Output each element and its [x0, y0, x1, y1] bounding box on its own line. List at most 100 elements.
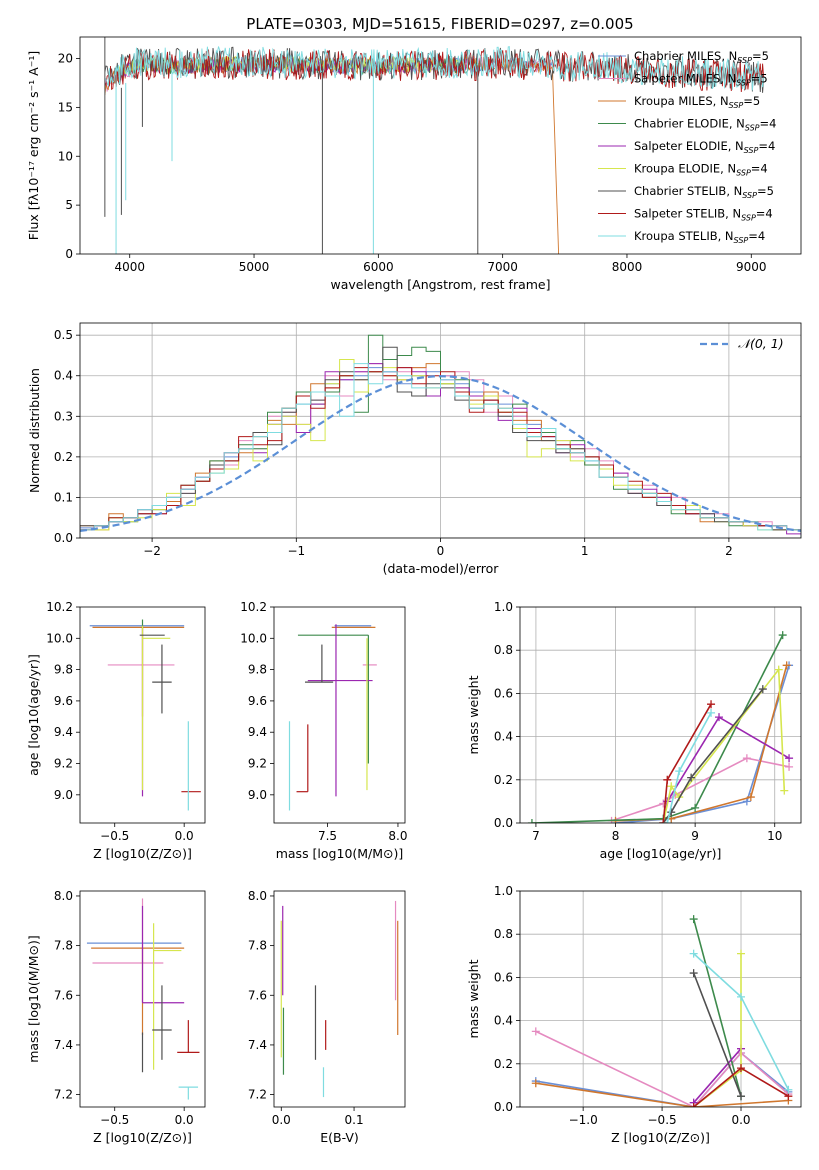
- y-tick-label: 0.1: [54, 490, 73, 504]
- figure-title: PLATE=0303, MJD=51615, FIBERID=0297, z=0…: [246, 15, 633, 33]
- x-tick-label: 6000: [363, 260, 394, 274]
- weight-marker: [689, 969, 698, 978]
- mass-vs-EBV-x-axis-label: E(B-V): [320, 1130, 359, 1145]
- y-tick-label: 0.8: [494, 927, 513, 941]
- y-tick-label: 7.8: [248, 939, 267, 953]
- weight-line: [662, 703, 712, 823]
- y-tick-label: 0.0: [494, 816, 513, 830]
- x-tick-label: 2: [725, 544, 733, 558]
- spectrum-line: [104, 46, 765, 91]
- y-tick-label: 7.4: [54, 1038, 73, 1052]
- x-tick-label: 1: [581, 544, 589, 558]
- weight-marker: [737, 949, 746, 958]
- y-tick-label: 0.6: [494, 970, 513, 984]
- x-tick-label: 9000: [736, 260, 767, 274]
- y-tick-label: 5: [65, 198, 73, 212]
- y-tick-label: 9.6: [248, 694, 267, 708]
- weight-line: [662, 667, 786, 823]
- y-tick-label: 9.6: [54, 694, 73, 708]
- weight-marker: [691, 803, 700, 812]
- weight-vs-age-y-axis-label: mass weight: [466, 675, 481, 754]
- age-vs-Z-y-axis-label: age [log10(age/yr)]: [26, 654, 41, 776]
- weight-marker: [742, 754, 751, 763]
- y-tick-label: 7.6: [54, 988, 73, 1002]
- weight-marker: [707, 700, 716, 709]
- age-vs-mass-frame: [273, 606, 406, 824]
- x-tick-label: 5000: [239, 260, 270, 274]
- weight-marker: [663, 775, 672, 784]
- y-tick-label: 0.2: [54, 450, 73, 464]
- weight-marker: [737, 992, 746, 1001]
- weight-marker: [689, 915, 698, 924]
- weight-vs-Z-panel: −1.0 −0.5 0.0 0.0 0.2 0.4 0.6 0.8 1.0 Z [log10(Z/…: [466, 884, 802, 1145]
- mass-vs-Z-y-axis-label: mass [log10(M/M⊙)]: [26, 935, 41, 1063]
- age-vs-Z-x-axis-label: Z [log10(Z/Z⊙)]: [93, 846, 192, 861]
- x-tick-label: −2: [143, 544, 161, 558]
- y-tick-label: 10: [58, 149, 73, 163]
- y-tick-label: 9.2: [248, 757, 267, 771]
- x-tick-label: 4000: [114, 260, 145, 274]
- legend-entry: Salpeter STELIB, NSSP=4: [634, 207, 773, 223]
- weight-marker: [689, 1103, 698, 1107]
- y-tick-label: 8.0: [248, 889, 267, 903]
- weight-marker: [758, 685, 767, 694]
- weight-marker: [785, 754, 794, 763]
- weight-line: [692, 972, 742, 1097]
- weight-vs-Z-plot-area: [520, 891, 801, 1107]
- y-tick-label: 7.2: [54, 1088, 73, 1102]
- residuals-plot-area: [80, 323, 801, 538]
- weight-line: [535, 1082, 789, 1107]
- x-tick-label: 0.1: [345, 1113, 364, 1127]
- weight-line: [693, 953, 742, 1107]
- legend-entry: Kroupa ELODIE, NSSP=4: [634, 162, 768, 178]
- weight-vs-Z-frame: [519, 890, 802, 1108]
- y-tick-label: 0.3: [54, 409, 73, 423]
- spectrum-line: [104, 48, 765, 93]
- spectrum-panel: 4000 5000 6000 7000 8000 9000 0 5 10 15 20 waveleng…: [26, 36, 802, 292]
- y-tick-label: 0.4: [494, 730, 513, 744]
- residuals-x-axis-label: (data-model)/error: [383, 561, 500, 576]
- y-tick-label: 9.0: [248, 788, 267, 802]
- weight-marker: [707, 708, 716, 717]
- weight-marker: [780, 786, 789, 795]
- x-tick-label: 0.0: [175, 1113, 194, 1127]
- y-tick-label: 1.0: [494, 600, 513, 614]
- weight-marker: [784, 1085, 793, 1094]
- weight-vs-age-frame: [519, 606, 802, 824]
- legend-entry: 𝒩(0, 1): [738, 336, 784, 351]
- y-tick-label: 0: [65, 247, 73, 261]
- weight-line: [692, 918, 742, 1097]
- y-tick-label: 0.4: [494, 1014, 513, 1028]
- spectrum-x-axis-label: wavelength [Angstrom, rest frame]: [330, 277, 550, 292]
- weight-vs-Z-x-axis-label: Z [log10(Z/Z⊙)]: [611, 1130, 710, 1145]
- weight-marker: [659, 819, 668, 823]
- y-tick-label: 0.0: [494, 1100, 513, 1114]
- weight-marker: [531, 1027, 540, 1036]
- weight-marker: [785, 762, 794, 771]
- y-tick-label: 7.4: [248, 1038, 267, 1052]
- spectrum-y-axis-label: Flux [fλ10⁻¹⁷ erg cm⁻² s⁻¹ A⁻¹]: [26, 51, 41, 240]
- legend-entry: Kroupa MILES, NSSP=5: [634, 94, 760, 110]
- weight-marker: [715, 713, 724, 722]
- weight-marker: [774, 665, 783, 674]
- x-tick-label: 9: [691, 829, 699, 843]
- x-tick-label: 7: [532, 829, 540, 843]
- x-tick-label: 10: [767, 829, 782, 843]
- y-tick-label: 0.8: [494, 643, 513, 657]
- legend-entry: Chabrier MILES, NSSP=5: [634, 49, 769, 65]
- x-tick-label: 8: [612, 829, 620, 843]
- y-tick-label: 0.5: [54, 328, 73, 342]
- x-tick-label: −1.0: [569, 1113, 598, 1127]
- x-tick-label: −0.5: [100, 1113, 129, 1127]
- y-tick-label: 0.6: [494, 686, 513, 700]
- y-tick-label: 9.8: [54, 663, 73, 677]
- age-vs-Z-frame: [79, 606, 206, 824]
- x-tick-label: 0.0: [272, 1113, 291, 1127]
- y-tick-label: 7.8: [54, 939, 73, 953]
- x-tick-label: 7.5: [318, 829, 337, 843]
- y-tick-label: 10.0: [240, 631, 267, 645]
- mass-vs-Z-panel: −0.5 0.0 7.2 7.4 7.6 7.8 8.0 Z [log10(Z/Z⊙)] mas…: [26, 889, 206, 1145]
- x-tick-label: 0: [437, 544, 445, 558]
- y-tick-label: 0.0: [54, 531, 73, 545]
- mass-vs-Z-x-axis-label: Z [log10(Z/Z⊙)]: [93, 1130, 192, 1145]
